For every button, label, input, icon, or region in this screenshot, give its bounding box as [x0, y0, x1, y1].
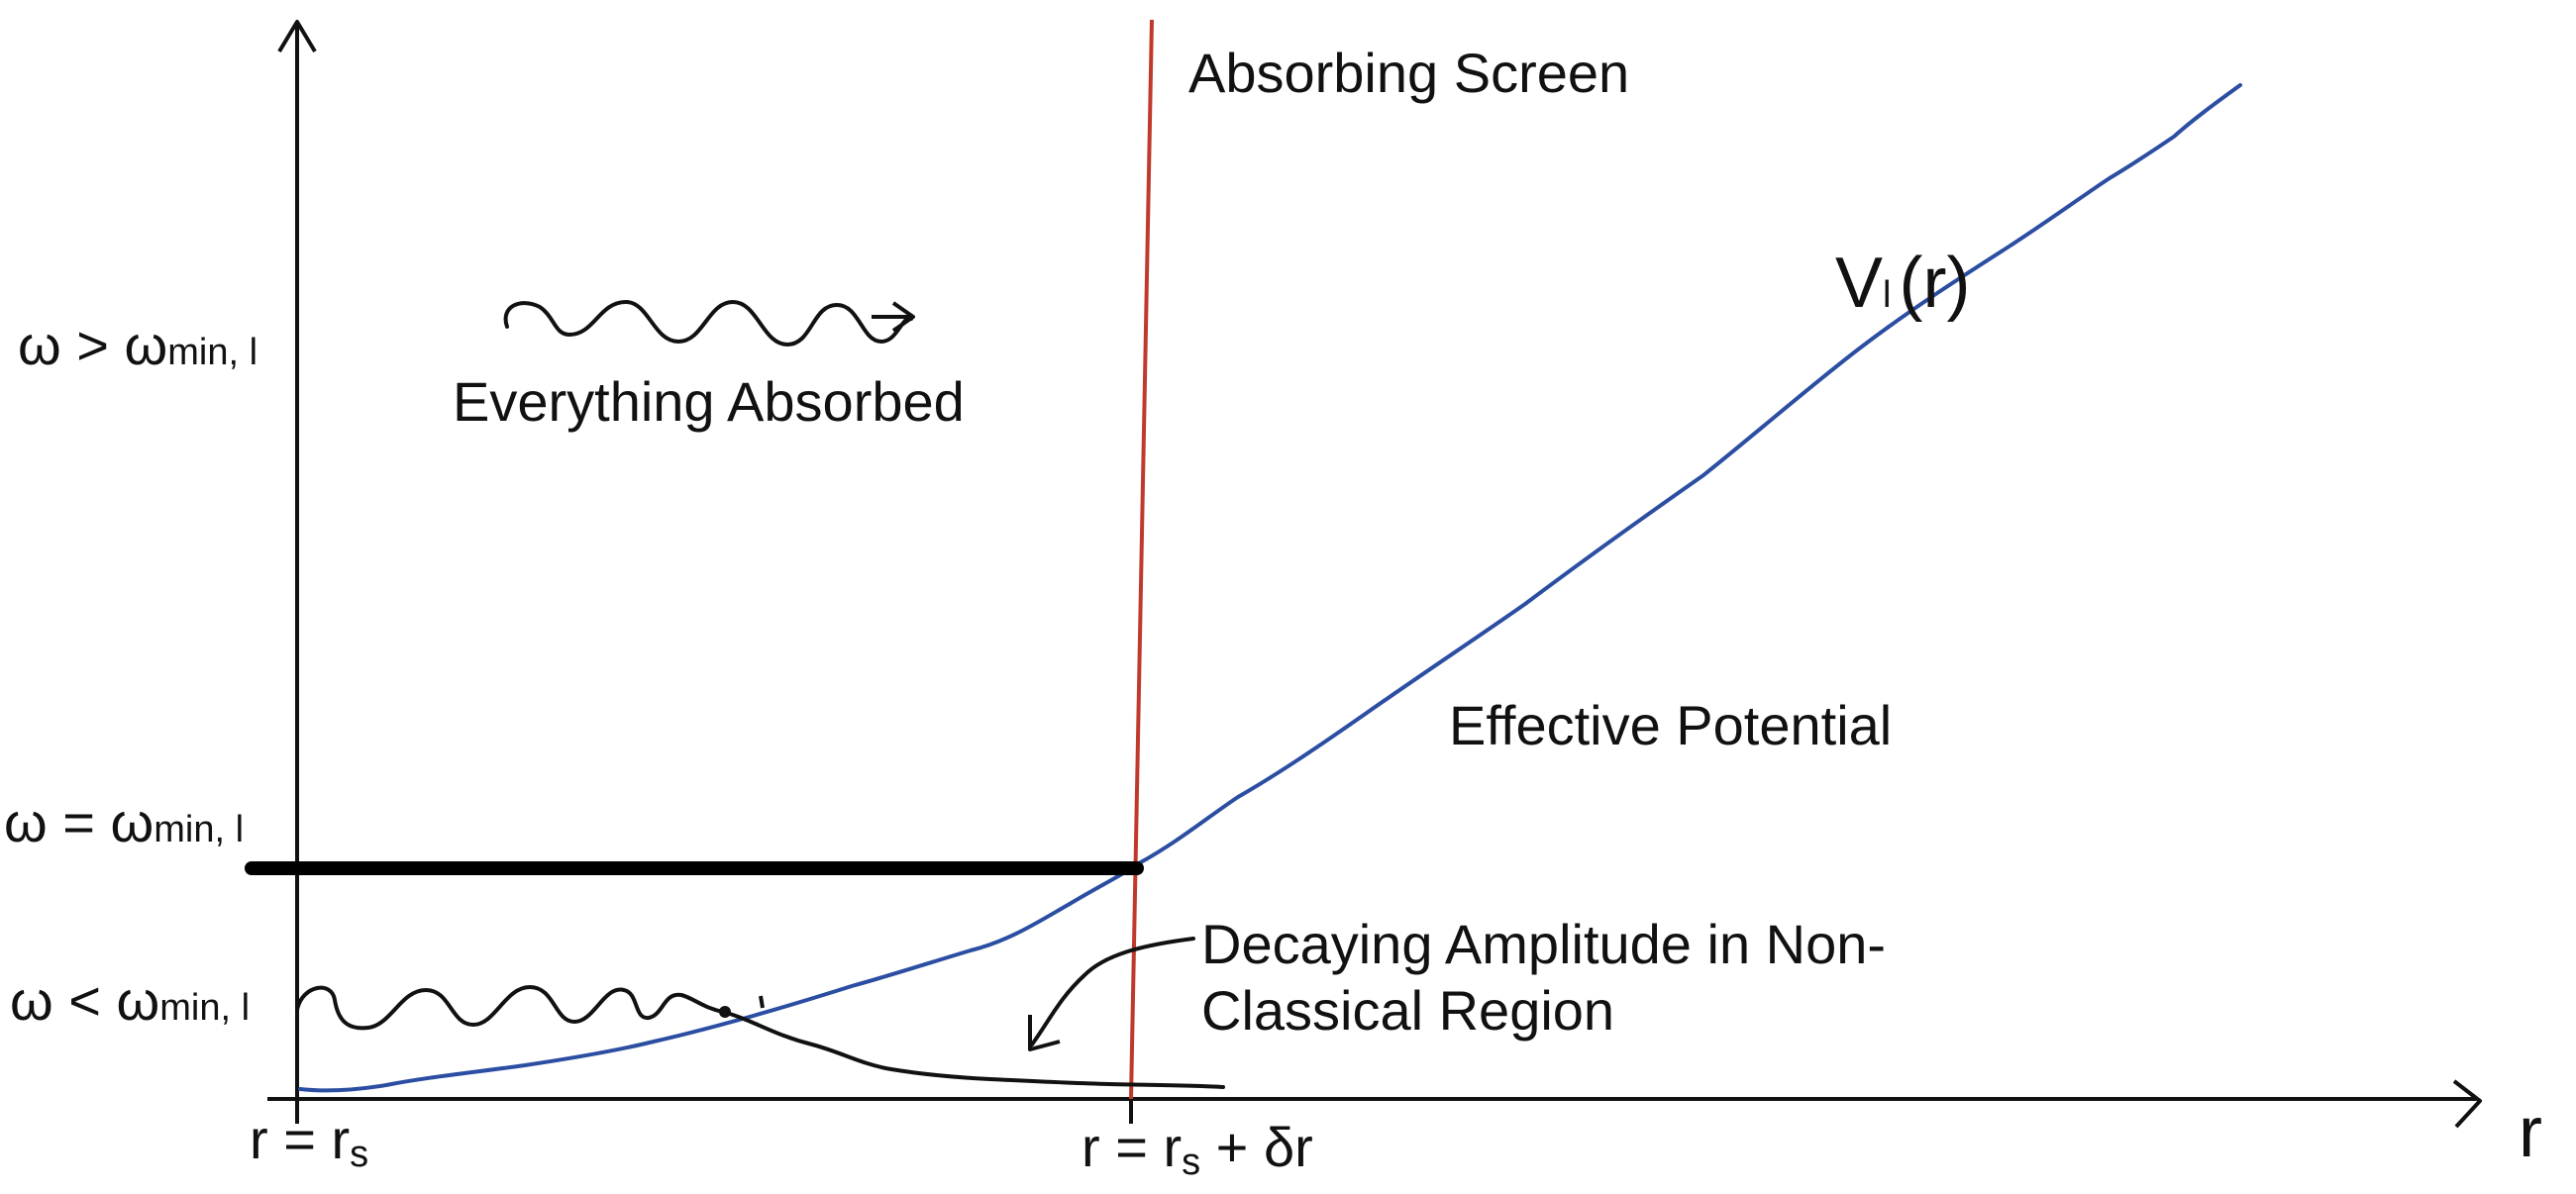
- everything-absorbed-label: Everything Absorbed: [453, 370, 965, 433]
- intersection-point: [719, 1006, 731, 1018]
- y-label-equal: ω = ωmin, l: [4, 791, 244, 853]
- y-axis-arrowhead: [277, 20, 317, 53]
- upper-wave-arrowhead: [891, 301, 915, 333]
- x-tick-label-rs-plus-dr: r = rs + δr: [1082, 1116, 1313, 1183]
- absorbing-screen-line: [1129, 19, 1154, 1100]
- decaying-pointer-arrowhead: [1028, 1015, 1061, 1051]
- absorbing-screen-label: Absorbing Screen: [1188, 42, 1629, 104]
- incoming-wave-lower: [295, 984, 1225, 1089]
- wave-tick-mark: [759, 995, 765, 1009]
- decaying-label-line2: Classical Region: [1201, 979, 1614, 1042]
- x-axis-arrowhead: [2452, 1079, 2482, 1129]
- r-axis-label: r: [2519, 1093, 2542, 1172]
- effective-potential-curve: [298, 83, 2242, 1093]
- decaying-pointer-arrow: [1030, 937, 1195, 1046]
- decaying-label-line1: Decaying Amplitude in Non-: [1201, 913, 1886, 975]
- incoming-wave-upper: [503, 299, 913, 348]
- x-tick-label-rs: r = rs: [250, 1108, 368, 1175]
- y-label-below: ω < ωmin, l: [10, 969, 250, 1032]
- effective-potential-label: Effective Potential: [1449, 694, 1892, 756]
- y-label-above: ω > ωmin, l: [18, 314, 258, 376]
- potential-label: Vl (r): [1835, 244, 1970, 323]
